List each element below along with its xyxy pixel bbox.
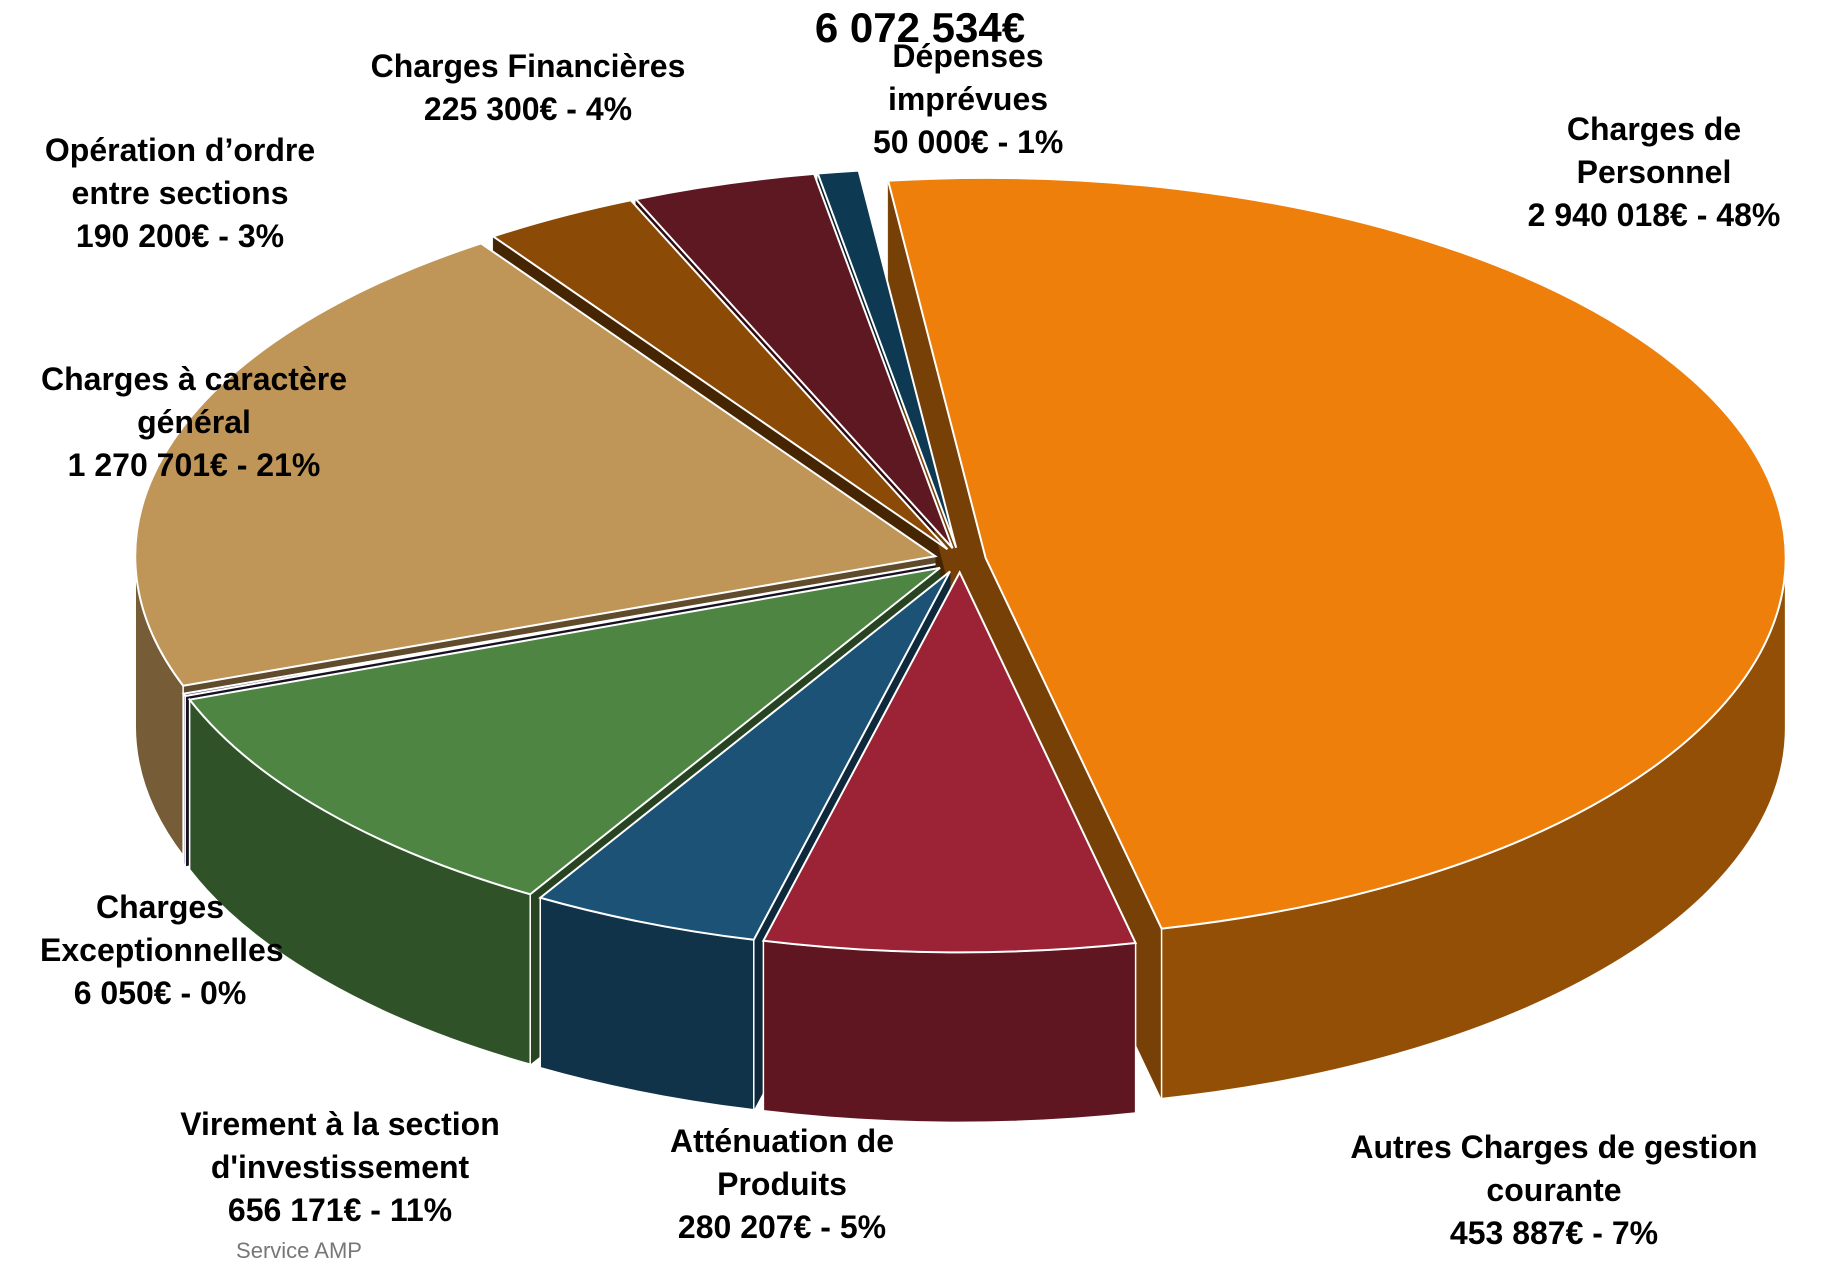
category-label: Atténuation de Produits (670, 1123, 894, 1202)
value-label: 190 200€ - 3% (75, 218, 285, 254)
slice-label: Virement à la section d'investissement 65… (150, 1103, 530, 1232)
slice-label: Charges Exceptionnelles 6 050€ - 0% (40, 886, 284, 1015)
slice-label: Autres Charges de gestion courante 453 88… (1314, 1126, 1794, 1255)
slice-label: Charges Financières 225 300€ - 4% (228, 45, 828, 131)
value-label: 50 000€ - 1% (873, 124, 1064, 160)
slice-wall (762, 939, 1137, 1124)
slice (187, 566, 941, 896)
slice (538, 570, 951, 941)
value-label: 2 940 018€ - 48% (1527, 197, 1781, 233)
slice-wall (182, 691, 186, 869)
category-label: Charges à caractère général (41, 361, 347, 440)
value-label: 225 300€ - 4% (423, 91, 633, 127)
value-label: 453 887€ - 7% (1449, 1215, 1659, 1251)
slice-label: Charges de Personnel 2 940 018€ - 48% (1524, 108, 1784, 237)
value-label: 6 050€ - 0% (73, 975, 247, 1011)
slice-label: Charges à caractère général 1 270 701€ - … (14, 358, 374, 487)
slice (761, 570, 1138, 954)
slice-label: Opération d’ordre entre sections 190 200€… (20, 129, 340, 258)
category-label: Charges Exceptionnelles (40, 889, 284, 968)
slice (633, 172, 954, 549)
category-label: Charges de Personnel (1566, 111, 1742, 190)
value-label: 1 270 701€ - 21% (67, 447, 321, 483)
slice (134, 242, 938, 687)
category-label: Opération d’ordre entre sections (44, 132, 316, 211)
footnote: Service AMP (236, 1238, 362, 1263)
value-label: 280 207€ - 5% (677, 1209, 887, 1245)
category-label: Dépenses imprévues (887, 38, 1049, 117)
value-label: 656 171€ - 11% (227, 1192, 453, 1228)
slice (886, 176, 1787, 930)
slice (181, 563, 936, 698)
slice-label: Atténuation de Produits 280 207€ - 5% (657, 1120, 907, 1249)
slice-label: Dépenses imprévues 50 000€ - 1% (873, 35, 1063, 164)
slice (816, 169, 958, 549)
category-label: Virement à la section d'investissement (180, 1106, 500, 1185)
category-label: Charges Financières (370, 48, 686, 84)
category-label: Autres Charges de gestion courante (1350, 1129, 1758, 1208)
chart-title: 6 072 534€ (814, 4, 1026, 51)
slice (490, 199, 949, 551)
